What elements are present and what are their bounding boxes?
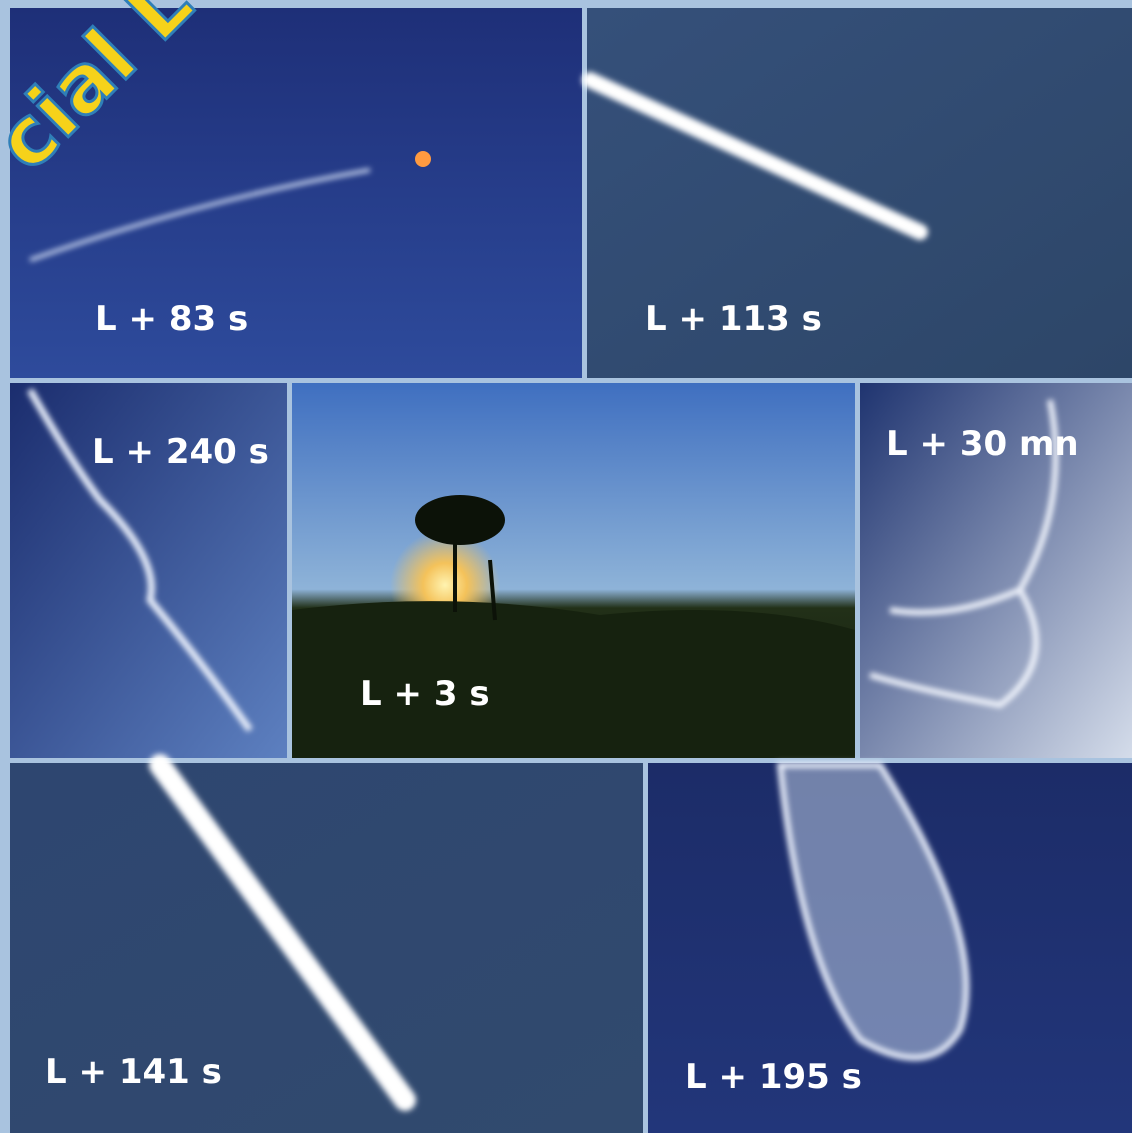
caption: L + 113 s (645, 299, 822, 339)
page: cial L L + 83 s L + 113 s L + 240 s L + … (0, 0, 1132, 1133)
fireball (415, 151, 431, 167)
caption: L + 3 s (360, 674, 490, 714)
collage: cial L L + 83 s L + 113 s L + 240 s L + … (0, 0, 1132, 1133)
caption: L + 195 s (685, 1057, 862, 1097)
tree (415, 495, 505, 545)
caption: L + 83 s (95, 299, 248, 339)
caption: L + 141 s (45, 1052, 222, 1092)
caption: L + 30 mn (886, 424, 1079, 464)
caption: L + 240 s (92, 432, 269, 472)
